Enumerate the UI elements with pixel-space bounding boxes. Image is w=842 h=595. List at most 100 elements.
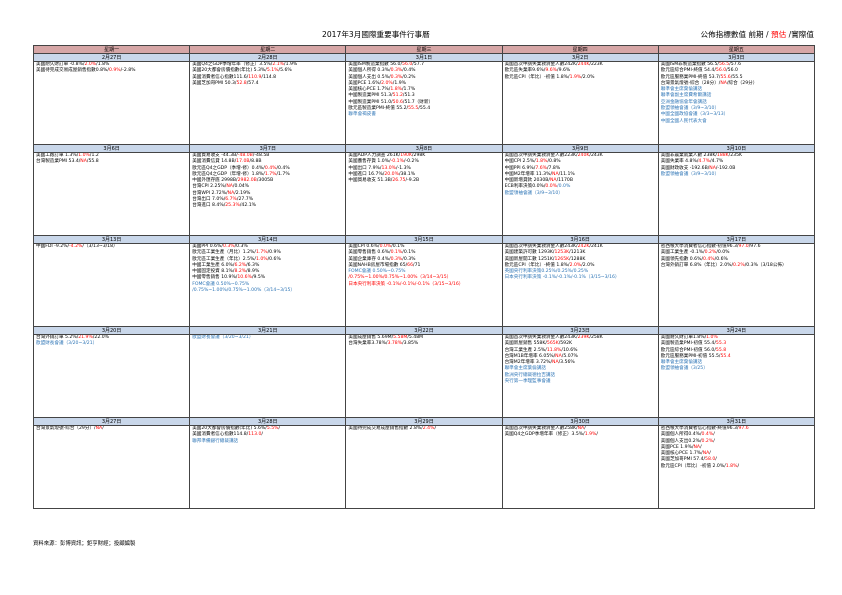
event-text: / (102, 426, 104, 432)
event-predicted-value: /0.75%~1.00%/0.75%~1.00%（3/14~3/15） (348, 275, 452, 281)
event-predicted-value: 1.9% (569, 74, 582, 80)
event-predicted-value: 1265K (554, 256, 570, 262)
event-line: 歐元區綜合PMI-初值 56.0/55.8 (661, 348, 812, 354)
event-meeting-text: FOMC會議 0.50%~0.75% (348, 269, 406, 275)
day-events-cell: 美國耐久財訂單 -0.8%/2.0%/1.8% 美國待完成交易成屋銷售指數0.8%… (32, 61, 191, 145)
event-text: /1213K (569, 250, 586, 256)
event-text: /0.3% (234, 244, 248, 250)
event-text: /0.4% (402, 68, 416, 74)
event-text: 美國消費者信心指數114.8/ (192, 432, 249, 438)
event-line: 歐元區工業生產（年比）2.5%/1.0%/0.6% (192, 257, 343, 263)
event-text: 中國工業生產 6.0%/ (192, 262, 235, 268)
event-text: 中國CPI 2.5%/ (504, 159, 536, 165)
event-predicted-value: 244K (577, 62, 590, 68)
date-cell: 3月9日 (501, 144, 659, 153)
event-text: 美國PPI 0.6%/ (192, 244, 223, 250)
event-line: 美國個人支出 0.5%/0.3%/0.2% (348, 75, 499, 81)
event-text: 美國財政收支 -192.6B/ (660, 165, 710, 171)
event-text: 美國新屋銷售 558K/ (504, 341, 547, 347)
event-line: 美國成屋銷售 5.69M/5.58M/5.48M (348, 335, 499, 342)
event-predicted-value: NA (226, 184, 233, 190)
event-text: /56.0 (726, 68, 738, 74)
event-line: FOMC會議 0.50%~0.75% (348, 269, 499, 275)
event-text: /0.3%（3/18公佈） (744, 262, 787, 268)
event-predicted-value: 20.0% (384, 171, 399, 177)
date-cell: 3月22日 (345, 326, 503, 335)
day-events-cell: 密西根大學消費者信心指數-終值96.3/97.6 美國個人所得0.4%/0.4%/… (657, 425, 816, 509)
event-text: 美國耐久財訂單1.8%/ (660, 335, 707, 341)
event-text: 美國耐久財訂單 -0.8%/ (36, 62, 85, 68)
event-predicted-value: 188K (716, 153, 729, 159)
event-meeting-text: 歐盟領袖會議（3/9~3/10） (660, 171, 720, 177)
event-predicted-value: 0.4% (264, 165, 277, 171)
event-predicted-value: 1.8% (725, 463, 738, 469)
event-text: 美國首次申請失業救濟金人數223K/ (504, 153, 578, 159)
event-text: /0.6% (267, 256, 281, 262)
event-line: 歐元區CPI（年比）-初值 2.0%/1.8%/ (661, 464, 812, 470)
event-predicted-value: 52.8 (236, 80, 247, 86)
event-predicted-value: 3.78% (387, 341, 403, 347)
event-text: /0.6% (714, 256, 728, 262)
event-text: /0.4% (276, 165, 290, 171)
event-meeting-text: 聯準會主席葉倫講話 (660, 87, 703, 93)
day-events-cell: 台灣外銷訂單 5.2%/21.9%/22.0% 歐盟財長會議（3/20~3/21） (32, 334, 191, 418)
date-cell: 3月29日 (345, 417, 503, 426)
event-text: 美國ISM製造業指數 56.0/ (348, 62, 403, 68)
event-text: /（3/13~3/18） (82, 244, 118, 250)
event-predicted-value: 1.8% (535, 159, 548, 165)
weekday-header-row: 星期一 星期二 星期三 星期四 星期五 (32, 45, 816, 54)
event-predicted-value: NA (709, 165, 716, 171)
event-text: /0.8% (547, 159, 561, 165)
event-text: /71 (413, 262, 421, 268)
event-text: 中國PPI 6.9%/ (504, 165, 536, 171)
event-line: 聯準會主席葉倫講話 (661, 360, 812, 366)
date-cell: 3月3日 (657, 53, 816, 62)
event-line: 歐盟財長會議（3/20~3/21） (36, 341, 187, 347)
event-line: 美國貿易收支 -44.3B/-48.0B/-48.5B (192, 154, 343, 160)
event-line: 台灣進口 8.4%/25.3%/42.1% (192, 203, 343, 209)
weekday-header: 星期五 (657, 45, 816, 54)
event-text: 美國首次申請失業救濟金人數242K/ (504, 62, 578, 68)
event-predicted-value: 1.0% (78, 153, 90, 159)
event-text: /2.0% (581, 74, 595, 80)
event-text: 歐元區綜合PMI-終值 54.4/ (660, 68, 716, 74)
event-text: /1.7% (401, 87, 416, 93)
event-line: 台灣失業率3.78%/3.78%/3.85% (348, 341, 499, 347)
event-text: 中國新增貸款 2030B/ (504, 178, 550, 184)
event-text: 歐元區工業生產（年比）2.5%/ (192, 256, 256, 262)
event-text: /97.6 (748, 244, 761, 250)
event-text: /綜合（29分） (726, 80, 758, 86)
event-predicted-value: 565K (546, 341, 559, 347)
event-predicted-value: 21.9% (78, 335, 93, 341)
event-predicted-value: 7.6% (535, 165, 547, 171)
event-line: 中國製造業PMI 51.3/51.2/51.3 (348, 93, 499, 99)
event-text: /5.07% (561, 353, 578, 359)
day-events-cell: 歐盟財長會議（3/20~3/21） (189, 334, 347, 418)
event-line: 美國PCE 1.6%/2.0%/1.9% (348, 81, 499, 87)
date-row: 3月13日 3月14日 3月15日 3月16日 3月17日 (32, 235, 816, 244)
event-line: 中國固定投資 8.1%/8.2%/8.9% (192, 269, 343, 275)
event-text: 美國Q4之GDP季增年率（修正）3.5%/ (192, 62, 273, 68)
event-line: 美國耐久財訂單 -0.8%/2.0%/1.8% (36, 62, 187, 69)
event-predicted-value: 2.0% (381, 80, 393, 86)
event-meeting-text: 歐盟財長會議（3/20~3/21） (192, 335, 254, 341)
date-cell: 3月8日 (345, 144, 503, 153)
event-predicted-value: 0.2% (733, 262, 745, 268)
event-meeting-text: 日本央行利率決策 -0.1%/-0.1%/-0.1%（3/15~3/16） (504, 275, 620, 281)
event-text: /51.3 (402, 93, 415, 99)
event-text: 美國20大都會房價指數(年比) 5.3%/ (192, 68, 267, 74)
event-text: 美國成屋銷售 5.69M/ (348, 335, 394, 341)
day-events-cell: 台灣景氣燈號-綜合（29分）/NA/ (32, 425, 191, 509)
event-meeting-text: 聯準會褐皮書 (348, 112, 376, 118)
weekday-header: 星期三 (345, 45, 503, 54)
event-text: 美國ISM非製造業指數 56.5/ (660, 62, 719, 68)
event-text: 歐元區製造業PMI-終值 55.2/ (348, 106, 409, 112)
calendar-table: 星期一 星期二 星期三 星期四 星期五 2月27日 2月28日 3月1日 3月2日 3月… (32, 45, 816, 509)
event-text: /2.0% (581, 262, 595, 268)
event-text: /2.19% (234, 190, 251, 196)
event-text: / (596, 432, 598, 438)
event-predicted-value: NA (555, 353, 562, 359)
event-predicted-value: 1253K (554, 250, 570, 256)
event-predicted-value: 0.3% (222, 244, 235, 250)
event-text: 美國核心PCE 1.7%/ (348, 87, 391, 93)
